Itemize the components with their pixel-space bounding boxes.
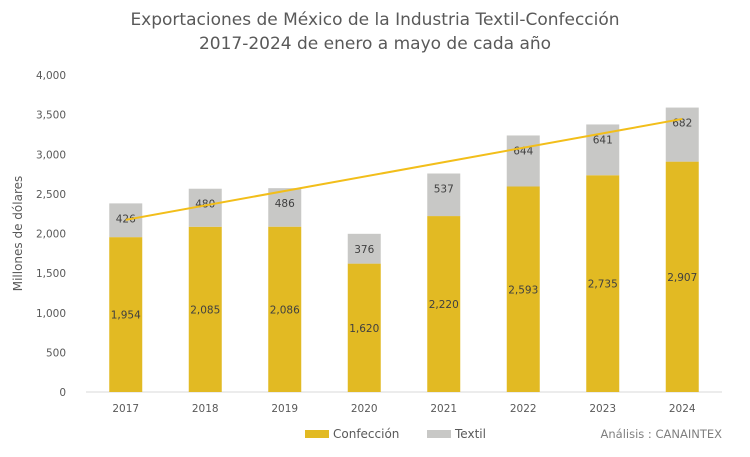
bar-textil [665,107,699,162]
chart-title-line-2: 2017-2024 de enero a mayo de cada año [198,34,552,54]
x-axis-ticks: 2017 2018 2019 2020 2021 2022 2023 2024 [112,403,696,415]
y-axis-label: Millones de dólares [11,176,25,292]
legend-swatch [305,430,329,438]
data-label: 2,735 [588,279,618,291]
data-label: 2,085 [190,304,220,316]
bar-textil [109,203,143,238]
data-label: 537 [434,184,454,196]
x-tick-label: 2024 [669,403,696,415]
data-label: 2,593 [508,284,538,296]
x-tick-label: 2023 [589,403,616,415]
bar-textil [268,188,302,227]
legend-swatch [427,430,451,438]
y-tick-label: 1,500 [36,268,66,280]
bar-confeccion [586,175,620,392]
x-tick-label: 2020 [351,403,378,415]
data-label: 2,220 [429,299,459,311]
y-tick-label: 2,000 [36,229,66,241]
legend-label: Textil [454,427,486,441]
data-label: 1,620 [349,323,379,335]
x-tick-label: 2018 [192,403,219,415]
bar-confeccion [665,161,699,392]
data-label: 2,907 [667,272,697,284]
x-tick-label: 2022 [510,403,537,415]
x-tick-label: 2017 [112,403,139,415]
y-tick-label: 4,000 [36,70,66,82]
bar-confeccion [427,216,461,392]
legend-label: Confección [333,427,399,441]
data-label: 2,086 [270,304,300,316]
bar-confeccion [347,263,381,392]
y-tick-label: 0 [59,387,66,399]
bar-textil [506,135,540,187]
x-tick-label: 2019 [271,403,298,415]
chart-title-line-1: Exportaciones de México de la Industria … [130,10,620,30]
bar-textil [347,233,381,264]
bar-confeccion [506,186,540,392]
trendline [125,117,683,221]
data-label: 1,954 [111,310,141,322]
data-label: 641 [593,134,613,146]
y-tick-label: 3,500 [36,110,66,122]
y-tick-label: 1,000 [36,308,66,320]
data-label: 486 [275,198,295,210]
bar-confeccion [268,226,302,392]
bar-textil [427,173,461,217]
bar-confeccion [109,237,143,392]
legend: Confección Textil [305,427,486,441]
source-note: Análisis : CANAINTEX [601,427,723,441]
bars-group: 1,9544262,0854802,0864861,6203762,220537… [109,107,699,392]
bar-confeccion [188,226,222,392]
y-tick-label: 2,500 [36,189,66,201]
y-axis-ticks: 0 500 1,000 1,500 2,000 2,500 3,000 3,500 4,000 [36,70,66,399]
y-tick-label: 500 [46,347,66,359]
data-label: 376 [354,244,374,256]
x-tick-label: 2021 [430,403,457,415]
y-tick-label: 3,000 [36,149,66,161]
